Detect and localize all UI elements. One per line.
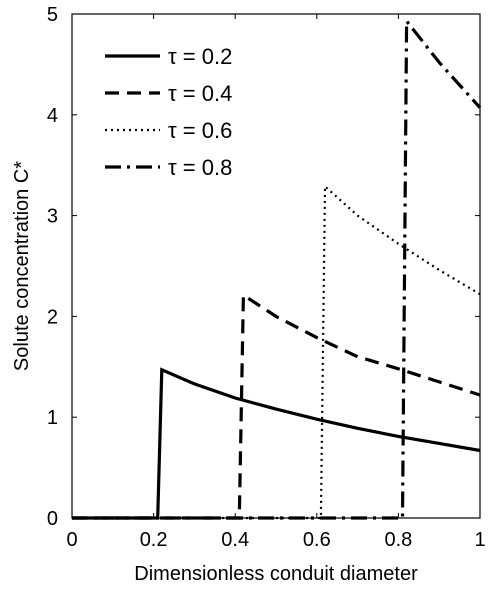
x-axis-label: Dimensionless conduit diameter <box>134 563 418 585</box>
legend-label: τ = 0.2 <box>168 44 232 69</box>
legend: τ = 0.2 τ = 0.4 τ = 0.6 τ = 0.8 <box>105 44 232 180</box>
x-tick-label: 1 <box>474 529 485 551</box>
x-tick-label: 0.4 <box>221 529 249 551</box>
x-tick-label: 0 <box>66 529 77 551</box>
legend-label: τ = 0.4 <box>168 81 232 106</box>
series-line <box>72 183 481 520</box>
y-tick-label: 5 <box>47 4 58 26</box>
y-tick-label: 1 <box>47 407 58 429</box>
plot-frame <box>71 13 481 519</box>
y-tick-label: 3 <box>47 206 58 228</box>
series-layer <box>72 16 482 520</box>
x-tick-label: 0.6 <box>303 529 331 551</box>
series-line <box>72 292 481 520</box>
legend-label: τ = 0.6 <box>168 118 232 143</box>
series-line <box>72 16 482 520</box>
y-tick-label: 0 <box>47 508 58 530</box>
y-axis-label: Solute concentration C* <box>11 161 33 371</box>
x-tick-label: 0.2 <box>140 529 168 551</box>
ticks-layer: 0 0.2 0.4 0.6 0.8 1 0 1 2 3 4 5 <box>47 4 486 551</box>
legend-label: τ = 0.8 <box>168 155 232 180</box>
x-tick-label: 0.8 <box>384 529 412 551</box>
y-tick-label: 2 <box>47 306 58 328</box>
y-tick-label: 4 <box>47 105 58 127</box>
series-line <box>72 367 481 520</box>
